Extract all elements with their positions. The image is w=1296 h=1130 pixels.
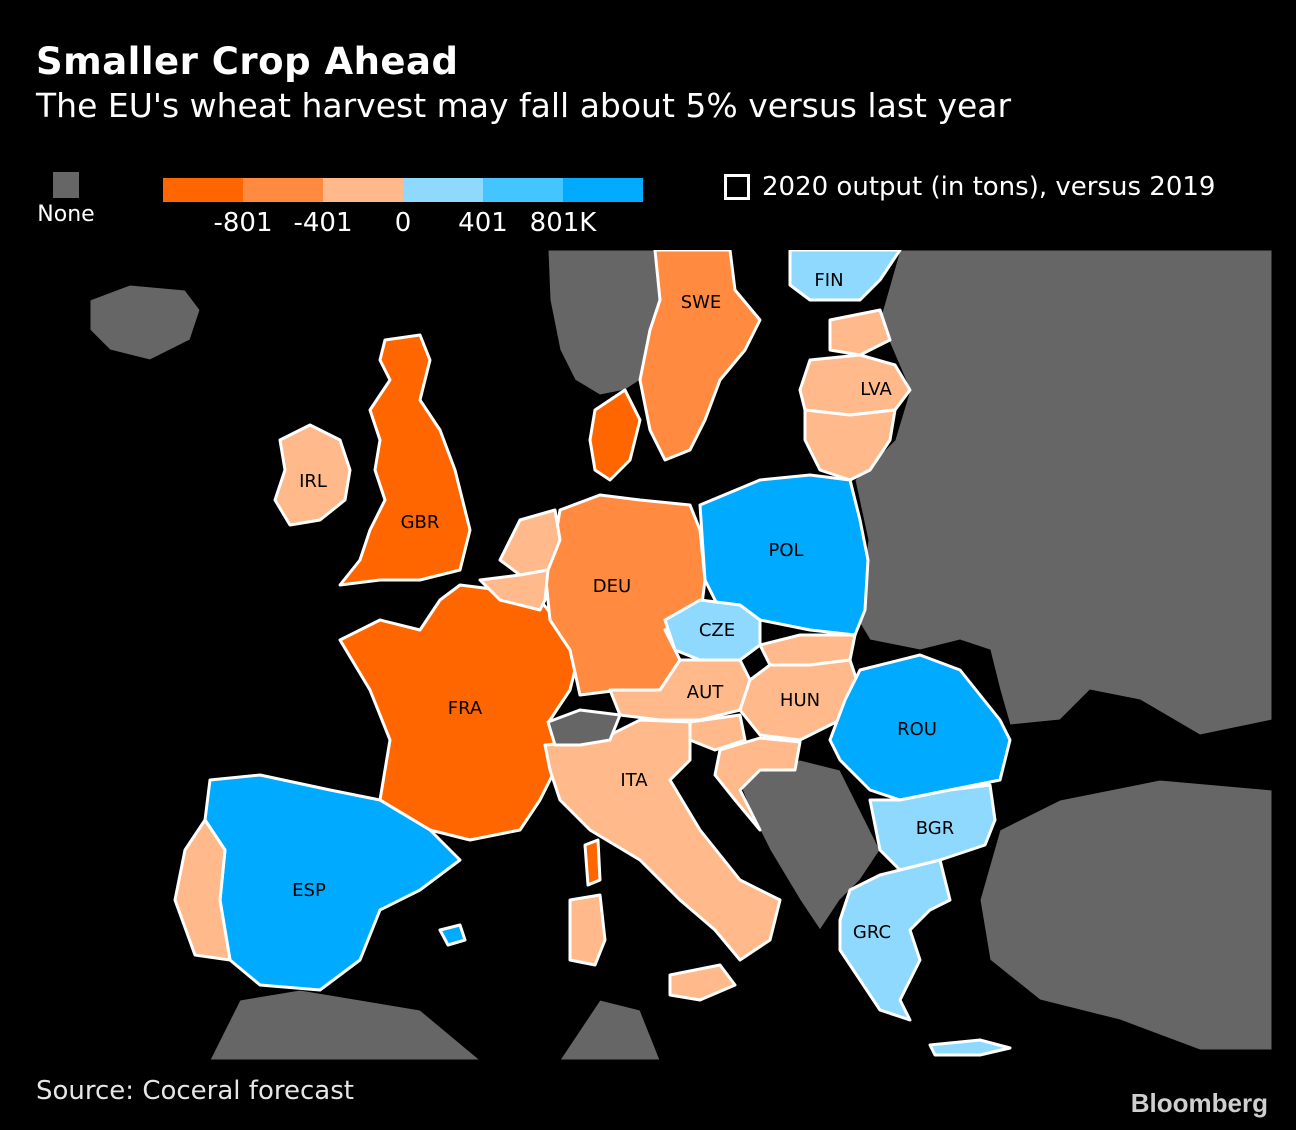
country-grc-crete[interactable] — [928, 1038, 1012, 1057]
north-africa-east-shape — [559, 999, 661, 1060]
label-lva: LVA — [860, 379, 892, 400]
country-swe[interactable] — [638, 250, 762, 462]
label-cze: CZE — [699, 620, 735, 641]
turkey-shape — [979, 779, 1272, 1051]
bloomberg-logo: Bloomberg — [1130, 1088, 1268, 1118]
legend-none-swatch — [53, 172, 79, 198]
scale-tick: 401 — [458, 208, 508, 238]
color-scale-legend: -801 -401 0 401 801K — [163, 178, 643, 238]
outline-legend-box — [724, 174, 750, 200]
label-ita: ITA — [620, 770, 648, 791]
country-nld[interactable] — [498, 508, 562, 577]
label-hun: HUN — [780, 690, 820, 711]
country-bel[interactable] — [478, 568, 550, 612]
label-fra: FRA — [448, 698, 483, 719]
eastern-europe-shape — [854, 250, 1272, 736]
scale-tick: 801K — [529, 208, 597, 238]
europe-map: GBR FRA DEU SWE IRL AUT HUN ITA LVA CZE … — [89, 250, 1272, 1060]
label-fin: FIN — [814, 270, 843, 291]
scale-segment-2 — [243, 178, 323, 202]
non-eu-land — [89, 250, 1272, 1060]
country-hrv[interactable] — [713, 736, 802, 832]
label-rou: ROU — [897, 719, 937, 740]
outline-legend-label: 2020 output (in tons), versus 2019 — [762, 172, 1216, 202]
country-fra-corsica[interactable] — [583, 838, 602, 887]
scale-tick: -801 — [213, 208, 273, 238]
country-ita[interactable] — [543, 718, 782, 962]
scale-segment-4 — [403, 178, 483, 202]
label-gbr: GBR — [401, 512, 440, 533]
country-dnk[interactable] — [588, 388, 642, 482]
country-labels: GBR FRA DEU SWE IRL AUT HUN ITA LVA CZE … — [292, 270, 954, 943]
north-africa-shape — [209, 989, 481, 1060]
label-esp: ESP — [292, 880, 326, 901]
scale-tick: 0 — [394, 208, 412, 238]
scale-segment-5 — [483, 178, 563, 202]
country-lva[interactable] — [798, 353, 912, 417]
chart-title: Smaller Crop Ahead — [36, 40, 459, 83]
color-scale-ticks: -801 -401 0 401 801K — [163, 202, 643, 238]
country-grc[interactable] — [838, 858, 952, 1022]
country-est[interactable] — [828, 308, 892, 357]
country-esp-baleares[interactable] — [438, 923, 467, 947]
scale-segment-3 — [323, 178, 403, 202]
label-aut: AUT — [687, 682, 724, 703]
country-prt[interactable] — [173, 818, 232, 962]
scale-segment-6 — [563, 178, 643, 202]
country-fin[interactable] — [788, 250, 902, 302]
country-ita-sardinia[interactable] — [568, 893, 607, 967]
country-ita-sicily[interactable] — [668, 963, 737, 1002]
scale-tick: -401 — [293, 208, 353, 238]
legend-none: None — [36, 172, 96, 227]
label-swe: SWE — [681, 292, 722, 313]
outline-legend: 2020 output (in tons), versus 2019 — [724, 172, 1215, 202]
label-bgr: BGR — [916, 818, 955, 839]
label-irl: IRL — [299, 471, 327, 492]
eu-countries — [173, 250, 1012, 1057]
country-bgr[interactable] — [868, 783, 997, 872]
country-ltu[interactable] — [803, 408, 897, 482]
label-grc: GRC — [853, 922, 891, 943]
chart-subtitle: The EU's wheat harvest may fall about 5%… — [36, 86, 1012, 125]
label-deu: DEU — [593, 576, 631, 597]
iceland-shape — [89, 284, 201, 361]
country-irl[interactable] — [273, 423, 352, 527]
country-che[interactable] — [546, 708, 622, 747]
color-scale-bar — [163, 178, 643, 202]
label-pol: POL — [768, 540, 803, 561]
legend-none-label: None — [37, 202, 95, 227]
scale-segment-1 — [163, 178, 243, 202]
source-note: Source: Coceral forecast — [36, 1076, 354, 1106]
country-gbr[interactable] — [338, 333, 472, 587]
